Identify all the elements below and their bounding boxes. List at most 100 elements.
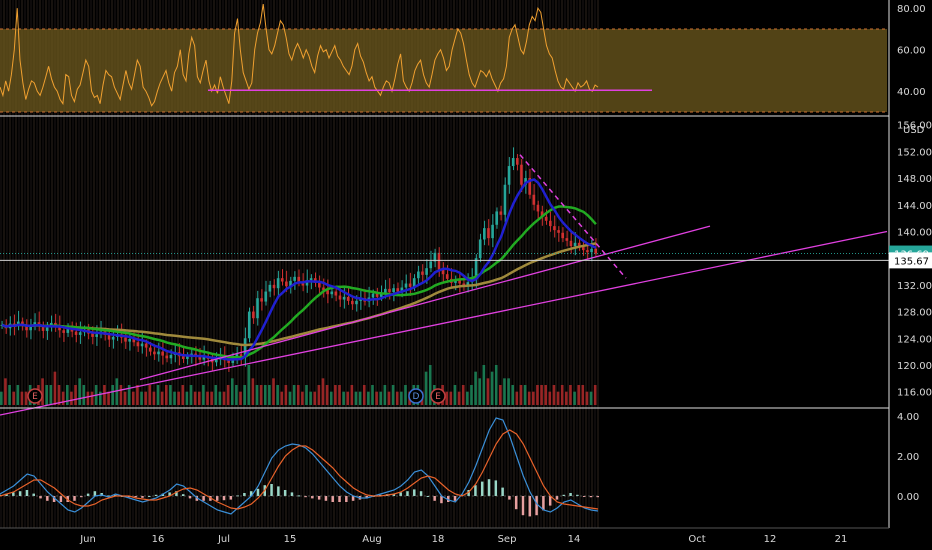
volume-bar: [90, 391, 94, 405]
grid-stripe: [300, 0, 302, 528]
macd-histogram-bar: [413, 489, 416, 496]
macd-panel: [0, 417, 600, 517]
volume-bar: [478, 378, 482, 405]
macd-signal-line: [0, 429, 599, 510]
grid-stripe: [312, 0, 314, 528]
grid-stripe: [396, 0, 398, 528]
date-tick-label: 12: [764, 534, 777, 545]
date-tick-label: Sep: [498, 534, 517, 545]
candle-body: [107, 334, 111, 340]
grid-stripe: [12, 0, 14, 528]
volume-bar: [53, 371, 57, 405]
macd-tick-label: 4.00: [897, 412, 919, 423]
grid-stripe: [30, 0, 32, 528]
grid-stripe: [243, 0, 245, 528]
grid-stripe: [540, 0, 542, 528]
grid-stripe: [195, 0, 197, 528]
volume-bar: [305, 385, 308, 405]
volume-bar: [65, 385, 69, 405]
price-tick-label: 116.00: [897, 388, 932, 399]
price-tick-label: 156.00: [897, 121, 932, 132]
grid-stripe: [441, 0, 443, 528]
volume-bar: [292, 385, 296, 405]
grid-stripe: [582, 0, 584, 528]
candle-body: [532, 194, 536, 205]
grid-stripe: [141, 0, 143, 528]
grid-stripe: [456, 0, 458, 528]
grid-stripe: [411, 0, 413, 528]
grid-stripe: [123, 0, 125, 528]
volume-bar: [573, 391, 576, 405]
volume-bar: [70, 391, 73, 405]
volume-bar: [230, 378, 234, 405]
grid-stripe: [369, 0, 371, 528]
candle-body: [437, 252, 441, 270]
macd-histogram-bar: [93, 491, 97, 496]
candle-body: [346, 296, 350, 301]
grid-stripe: [84, 0, 86, 528]
volume-bar: [164, 385, 168, 405]
candle-body: [285, 281, 288, 287]
macd-line: [0, 417, 599, 515]
candle-body: [128, 338, 131, 342]
macd-histogram-bar: [256, 488, 260, 496]
macd-histogram-bar: [175, 491, 178, 496]
volume-bar: [569, 385, 572, 405]
candle-body: [272, 284, 276, 289]
trendline-short: [139, 225, 711, 381]
candle-body: [256, 298, 259, 319]
macd-histogram-bar: [243, 493, 246, 496]
grid-stripe: [87, 0, 89, 528]
candle-body: [186, 356, 189, 359]
grid-stripe: [291, 0, 293, 528]
grid-stripe: [192, 0, 194, 528]
candle-body: [260, 298, 263, 302]
grid-stripe: [150, 0, 152, 528]
volume-bar: [556, 391, 560, 405]
price-tick-label: 148.00: [897, 174, 932, 185]
grid-stripe: [498, 0, 500, 528]
candle-body: [384, 288, 387, 293]
macd-histogram-bar: [324, 496, 328, 501]
grid-stripe: [228, 0, 230, 528]
grid-stripe: [375, 0, 377, 528]
volume-bar: [24, 391, 28, 405]
grid-stripe: [564, 0, 566, 528]
grid-stripe: [282, 0, 284, 528]
volume-bar: [589, 391, 593, 405]
volume-bar: [185, 391, 189, 405]
volume-bar: [181, 385, 185, 405]
volume-bar: [12, 391, 15, 405]
candle-body: [293, 276, 296, 281]
candle-body: [491, 224, 494, 239]
candle-body: [95, 334, 98, 337]
price-tick-label: 124.00: [897, 334, 932, 345]
volume-bar: [342, 391, 345, 405]
macd-histogram-bar: [542, 496, 545, 511]
volume-bar: [160, 391, 164, 405]
grid-stripe: [378, 0, 380, 528]
grid-stripe: [198, 0, 200, 528]
grid-stripe: [450, 0, 452, 528]
candle-body: [91, 333, 94, 337]
volume-bar: [482, 365, 486, 405]
grid-stripe: [153, 0, 155, 528]
grid-stripe: [144, 0, 146, 528]
volume-bar: [276, 385, 279, 405]
macd-histogram-bar: [453, 496, 457, 501]
volume-bar: [140, 391, 143, 405]
volume-bar: [395, 391, 399, 405]
candle-body: [594, 248, 597, 254]
grid-stripe: [21, 0, 23, 528]
volume-bar: [379, 391, 383, 405]
volume-bar: [560, 385, 564, 405]
grid-stripe: [171, 0, 173, 528]
volume-bar: [404, 385, 407, 405]
grid-stripe: [348, 0, 350, 528]
grid-stripe: [561, 0, 563, 528]
volume-bar: [470, 385, 473, 405]
grid-stripe: [249, 0, 251, 528]
candle-body: [483, 228, 486, 240]
volume-bar: [490, 371, 494, 405]
volume-bar: [111, 385, 114, 405]
